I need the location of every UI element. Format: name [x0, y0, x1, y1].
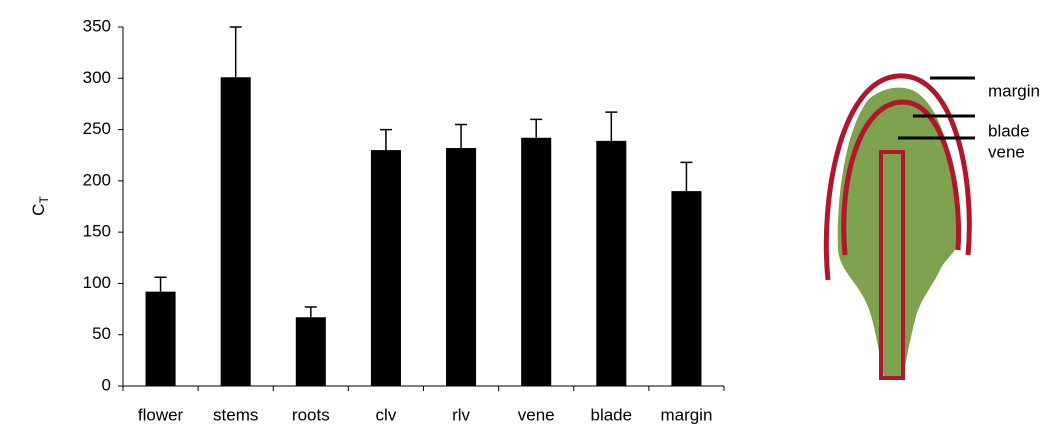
error-bar [530, 119, 542, 137]
chart: CT margin blade vene 0 50 100 150 200 250 300 3… [0, 0, 1063, 430]
x-tick-label: clv [376, 405, 397, 424]
y-tick-label: 100 [83, 273, 111, 292]
x-tick-label: flower [138, 405, 184, 424]
y-tick-label: 50 [92, 324, 111, 343]
error-bar [680, 162, 692, 191]
x-tick-label: rlv [452, 405, 470, 424]
x-tick-label: roots [292, 405, 330, 424]
annotation: margin [988, 81, 1040, 100]
x-tick-label: blade [591, 405, 633, 424]
error-bar [605, 112, 617, 141]
bar [221, 77, 251, 386]
error-bar [455, 124, 467, 148]
error-bar [155, 277, 167, 291]
annotation: blade [988, 121, 1030, 140]
error-bar [305, 307, 317, 317]
y-label-main: C [29, 204, 48, 216]
bar [446, 148, 476, 386]
bar [296, 317, 326, 386]
bar [371, 150, 401, 386]
y-tick-label: 250 [83, 119, 111, 138]
leaf-illustration: margin blade vene [826, 76, 1040, 378]
y-tick-label: 200 [83, 170, 111, 189]
bar [521, 138, 551, 386]
y-tick-label: 300 [83, 68, 111, 87]
x-tick-label: vene [518, 405, 555, 424]
bar [596, 141, 626, 386]
error-bar [380, 130, 392, 151]
error-bar [230, 27, 242, 77]
bar [146, 292, 176, 386]
bar [671, 191, 701, 386]
y-axis-label: CT [29, 196, 51, 216]
y-tick-label: 350 [83, 16, 111, 35]
y-tick-label: 0 [102, 375, 111, 394]
x-tick-label: margin [660, 405, 712, 424]
y-label-sub: T [37, 196, 51, 204]
x-tick-label: stems [213, 405, 258, 424]
y-tick-label: 150 [83, 222, 111, 241]
annotation: vene [988, 142, 1025, 161]
